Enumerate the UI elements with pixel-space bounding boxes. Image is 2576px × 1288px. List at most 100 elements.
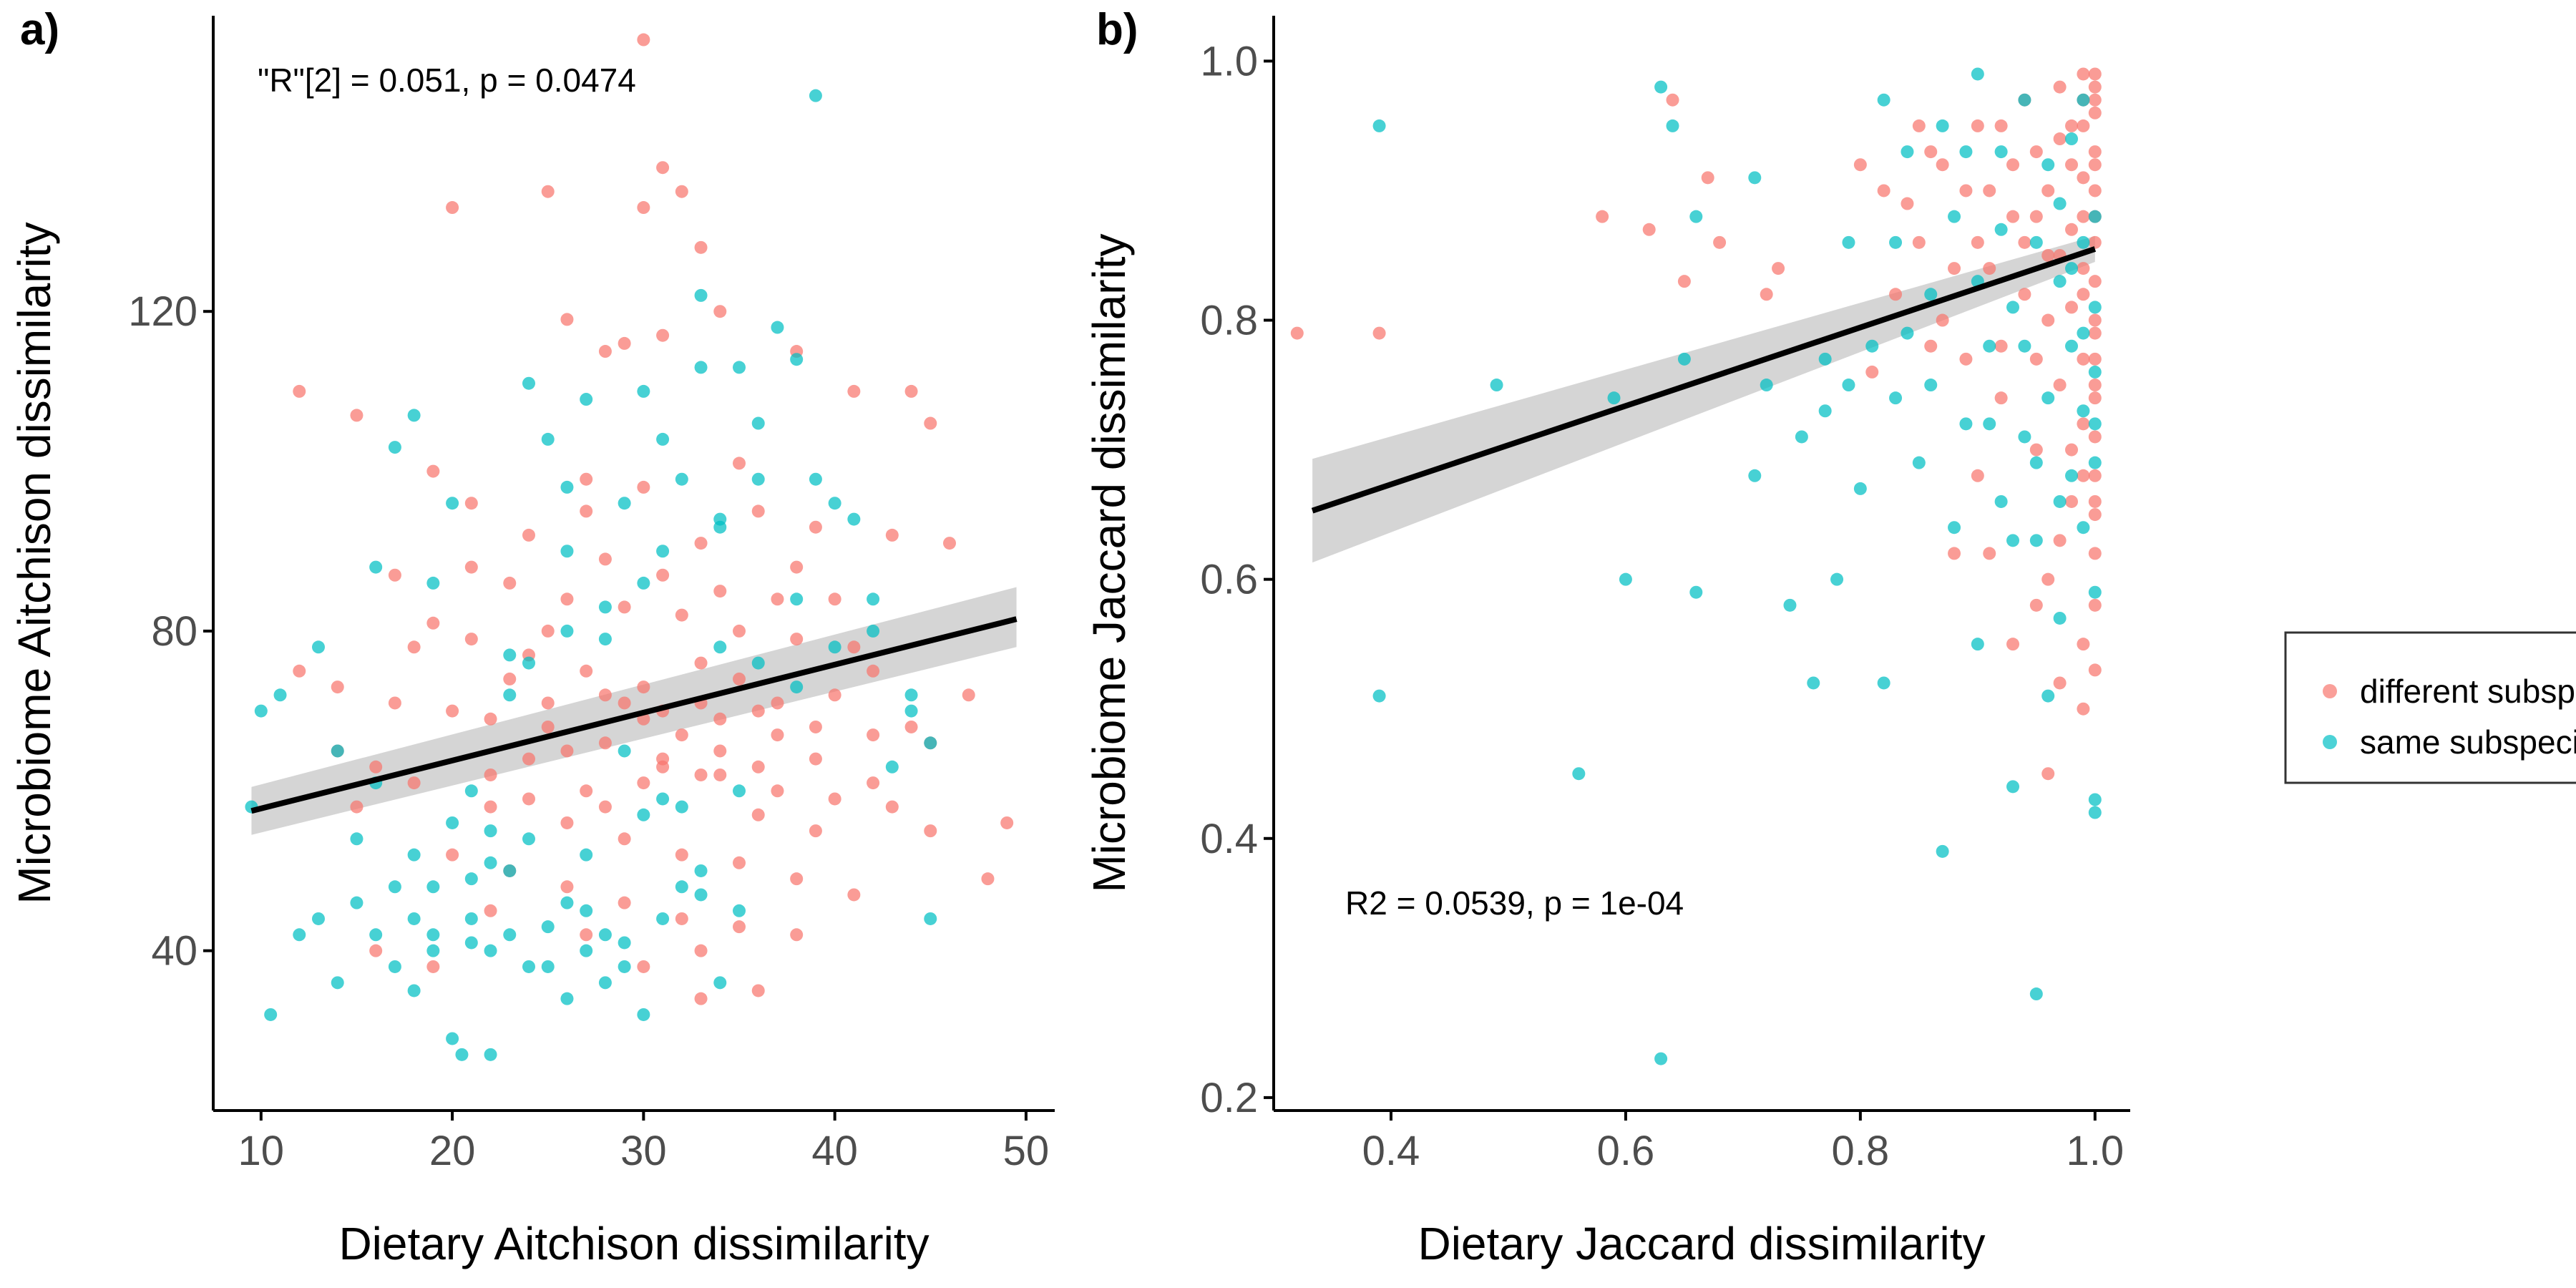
data-point-different xyxy=(771,728,784,742)
data-point-different xyxy=(809,824,822,838)
data-point-different xyxy=(2088,547,2102,560)
data-point-different xyxy=(2088,469,2102,482)
data-point-same xyxy=(331,744,344,758)
a-fit-line xyxy=(250,616,1018,814)
data-point-different xyxy=(828,688,841,702)
data-point-different xyxy=(2018,235,2031,249)
data-point-same xyxy=(2018,339,2031,353)
data-point-different xyxy=(2006,638,2020,651)
data-point-different xyxy=(2029,352,2043,366)
data-point-different xyxy=(771,784,784,798)
data-point-different xyxy=(733,920,746,934)
data-point-same xyxy=(1689,210,1703,223)
data-point-same xyxy=(1924,379,1938,392)
data-point-same xyxy=(694,361,708,374)
data-point-different xyxy=(2065,223,2079,236)
y-tick-label: 1.0 xyxy=(1200,38,1258,84)
data-point-same xyxy=(1830,572,1844,586)
data-point-same xyxy=(2077,521,2090,535)
data-point-same xyxy=(446,1032,459,1045)
data-point-different xyxy=(2041,313,2055,327)
data-point-same xyxy=(1994,145,2008,159)
data-point-different xyxy=(2077,210,2090,223)
a-y-ticks: 40 80 120 xyxy=(128,288,213,975)
data-point-same xyxy=(598,976,612,990)
data-point-same xyxy=(2029,987,2043,1001)
data-point-same xyxy=(713,640,727,654)
data-point-same xyxy=(580,848,593,862)
data-point-same xyxy=(2088,456,2102,469)
data-point-same xyxy=(790,592,804,606)
data-point-same xyxy=(503,688,517,702)
data-point-different xyxy=(1760,288,1773,301)
data-point-same xyxy=(254,704,268,718)
data-point-same xyxy=(2006,301,2020,314)
data-point-same xyxy=(1372,689,1386,703)
y-tick-label: 0.6 xyxy=(1200,557,1258,603)
data-point-different xyxy=(733,457,746,470)
data-point-different xyxy=(2088,67,2102,81)
data-point-same xyxy=(293,928,306,942)
data-point-same xyxy=(1842,235,1855,249)
data-point-different xyxy=(1983,262,1996,275)
data-point-same xyxy=(618,744,631,758)
data-point-different xyxy=(580,664,593,678)
data-point-same xyxy=(407,848,421,862)
data-point-different xyxy=(426,616,440,630)
data-point-same xyxy=(713,520,727,534)
data-point-different xyxy=(771,592,784,606)
data-point-same xyxy=(1842,379,1855,392)
a-y-axis-title: Microbiome Aitchison dissimilarity xyxy=(9,222,60,904)
data-point-same xyxy=(2088,793,2102,806)
data-point-different xyxy=(2077,417,2090,431)
data-point-different xyxy=(2053,534,2067,547)
data-point-different xyxy=(2088,80,2102,94)
data-point-same xyxy=(828,640,841,654)
data-point-same xyxy=(618,960,631,973)
data-point-different xyxy=(350,800,364,814)
data-point-different xyxy=(962,688,975,702)
data-point-same xyxy=(503,928,517,942)
data-point-different xyxy=(675,912,688,925)
data-point-same xyxy=(2088,585,2102,599)
data-point-same xyxy=(1853,482,1867,495)
data-point-same xyxy=(522,656,535,670)
data-point-different xyxy=(2088,379,2102,392)
data-point-different xyxy=(293,384,306,398)
data-point-different xyxy=(522,792,535,806)
data-point-same xyxy=(771,321,784,334)
data-point-same xyxy=(560,896,574,909)
data-point-same xyxy=(426,880,440,894)
data-point-same xyxy=(1889,235,1903,249)
data-point-same xyxy=(1689,585,1703,599)
data-point-same xyxy=(2029,235,2043,249)
y-tick-label: 120 xyxy=(128,288,197,335)
panel-b-label: b) xyxy=(1096,5,1138,54)
data-point-same xyxy=(522,832,535,846)
data-point-different xyxy=(1912,235,1926,249)
data-point-different xyxy=(618,696,631,710)
data-point-different xyxy=(2029,210,2043,223)
b-points xyxy=(1290,67,2102,1065)
data-point-different xyxy=(1642,223,1656,236)
data-point-different xyxy=(580,928,593,942)
data-point-different xyxy=(541,624,555,638)
a-regression-line xyxy=(250,616,1018,814)
data-point-same xyxy=(388,441,401,454)
data-point-same xyxy=(618,497,631,510)
data-point-same xyxy=(503,864,517,877)
data-point-same xyxy=(1983,339,1996,353)
data-point-same xyxy=(2018,430,2031,444)
y-tick-label: 40 xyxy=(151,928,197,975)
y-tick-label: 0.2 xyxy=(1200,1075,1258,1121)
data-point-same xyxy=(2053,494,2067,508)
data-point-different xyxy=(407,776,421,790)
data-point-different xyxy=(694,768,708,781)
data-point-different xyxy=(1971,235,1984,249)
data-point-same xyxy=(751,416,765,430)
data-point-same xyxy=(2065,132,2079,146)
data-point-same xyxy=(751,472,765,486)
data-point-different xyxy=(2088,326,2102,340)
x-tick-label: 50 xyxy=(1003,1128,1050,1174)
data-point-different xyxy=(1290,326,1304,340)
